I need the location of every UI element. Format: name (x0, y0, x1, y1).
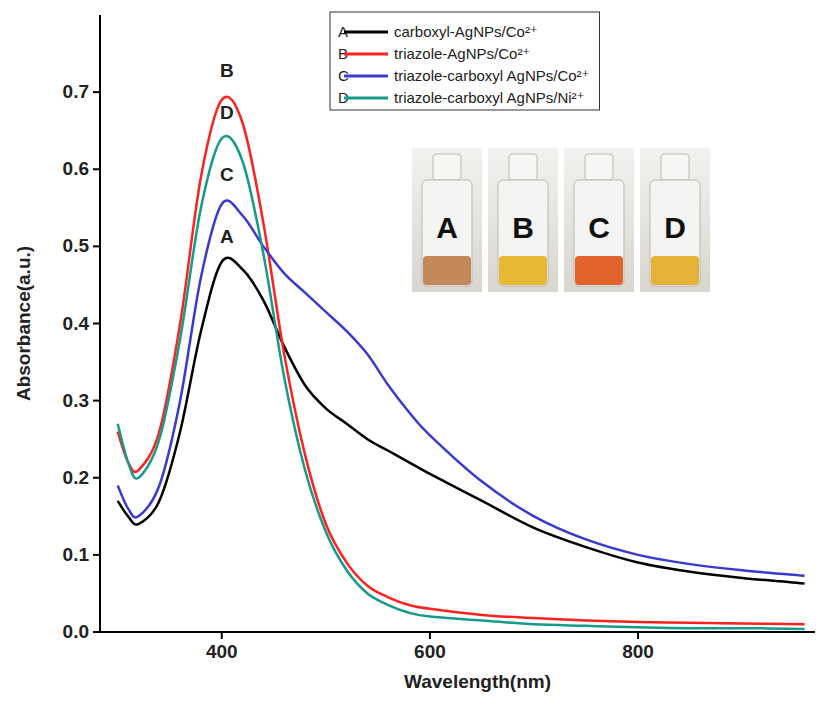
spectrum-line (118, 258, 805, 584)
vial-liquid (575, 256, 623, 285)
vial-body (422, 180, 472, 286)
curve-label: B (220, 60, 234, 81)
y-tick (93, 400, 100, 402)
photo-panel (412, 148, 482, 292)
y-tick (93, 477, 100, 479)
y-tick (93, 323, 100, 325)
legend-label: triazole-AgNPs/Co²⁺ (394, 45, 530, 62)
legend-swatch (344, 97, 388, 100)
vial-liquid (499, 256, 547, 285)
chart: 400 600 800 0.0 0.1 0.2 0.3 0.4 0.5 0.6 0.7 Wavelen… (0, 0, 829, 703)
vial-label: C (588, 211, 610, 244)
x-tick (429, 632, 431, 639)
vial-body (574, 180, 624, 286)
vial-label: D (664, 211, 686, 244)
spectrum-line (118, 97, 805, 625)
photo-panel (564, 148, 634, 292)
vial-body (498, 180, 548, 286)
vial-body (650, 180, 700, 286)
y-axis-title: Absorbance(a.u.) (13, 246, 34, 401)
legend: Acarboxyl-AgNPs/Co²⁺Btriazole-AgNPs/Co²⁺… (330, 12, 599, 110)
photo-panel (488, 148, 558, 292)
legend-swatch (344, 53, 388, 56)
spectrum-line (118, 136, 805, 629)
y-tick-label: 0.0 (63, 621, 89, 642)
legend-swatch (344, 31, 388, 34)
curve-label: C (220, 164, 234, 185)
y-tick (93, 245, 100, 247)
y-tick-label: 0.1 (63, 544, 90, 565)
vial-neck (661, 154, 689, 180)
y-tick-label: 0.7 (63, 81, 89, 102)
x-tick (221, 632, 223, 639)
y-tick (93, 631, 100, 633)
y-tick-label: 0.5 (63, 235, 90, 256)
curve-label: A (220, 226, 234, 247)
x-tick-label: 800 (622, 641, 654, 662)
legend-swatch (344, 75, 388, 78)
x-tick (637, 632, 639, 639)
y-tick-label: 0.2 (63, 467, 89, 488)
x-axis (100, 631, 815, 633)
y-tick-label: 0.6 (63, 158, 89, 179)
legend-label: triazole-carboxyl AgNPs/Co²⁺ (394, 67, 589, 84)
x-axis-title: Wavelength(nm) (404, 671, 551, 692)
vial-neck (509, 154, 537, 180)
vial-label: A (436, 211, 458, 244)
photo-panel (640, 148, 710, 292)
y-tick (93, 168, 100, 170)
vial-neck (585, 154, 613, 180)
y-tick (93, 91, 100, 93)
inset-photo: A B C D (412, 148, 710, 292)
vial-label: B (512, 211, 534, 244)
curve-label: D (220, 102, 234, 123)
y-tick-label: 0.4 (63, 313, 90, 334)
vial-liquid (423, 256, 471, 285)
legend-label: carboxyl-AgNPs/Co²⁺ (394, 23, 538, 40)
y-tick-label: 0.3 (63, 390, 89, 411)
vial-liquid (651, 256, 699, 285)
plot-lines (118, 97, 805, 629)
legend-label: triazole-carboxyl AgNPs/Ni²⁺ (394, 89, 584, 106)
legend-box (330, 12, 599, 110)
x-tick-label: 400 (206, 641, 238, 662)
y-tick (93, 554, 100, 556)
x-tick-label: 600 (414, 641, 446, 662)
vial-neck (433, 154, 461, 180)
